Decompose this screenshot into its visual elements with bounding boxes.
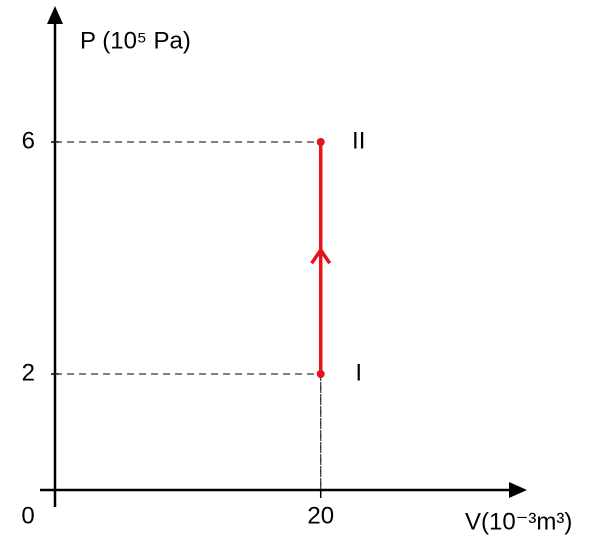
y-tick-label: 2 — [22, 359, 35, 386]
state-point — [316, 138, 325, 146]
state-label: I — [355, 359, 362, 386]
direction-arrow — [310, 246, 332, 265]
x-axis-label: V(10⁻³m³) — [465, 508, 572, 535]
y-axis-label: P (10⁵ Pa) — [80, 27, 191, 54]
state-label: II — [352, 127, 365, 154]
x-tick-label: 0 — [21, 502, 34, 529]
state-point — [316, 370, 325, 378]
x-axis-arrow — [509, 482, 527, 498]
y-tick-label: 6 — [22, 127, 35, 154]
y-axis-arrow — [47, 6, 63, 24]
x-tick-label: 20 — [307, 502, 334, 529]
